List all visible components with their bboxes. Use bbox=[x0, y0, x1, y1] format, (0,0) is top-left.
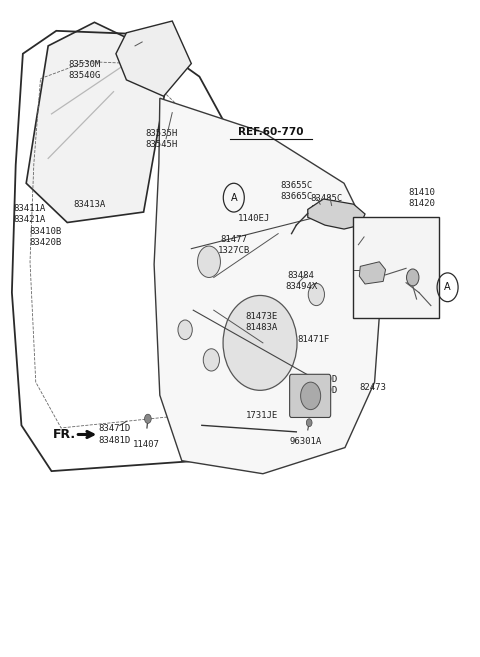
Circle shape bbox=[198, 246, 220, 277]
Circle shape bbox=[306, 419, 312, 426]
Polygon shape bbox=[154, 98, 383, 474]
Text: 81471F: 81471F bbox=[297, 335, 329, 344]
Circle shape bbox=[178, 320, 192, 340]
FancyBboxPatch shape bbox=[353, 217, 440, 318]
Text: REF.60-770: REF.60-770 bbox=[238, 127, 304, 137]
Text: 1731JE: 1731JE bbox=[246, 411, 278, 420]
Text: 83485C
83495C: 83485C 83495C bbox=[311, 194, 343, 214]
Circle shape bbox=[300, 382, 321, 409]
Circle shape bbox=[203, 349, 219, 371]
Text: A: A bbox=[444, 283, 451, 292]
Circle shape bbox=[144, 414, 151, 423]
Text: 81473E
81483A: 81473E 81483A bbox=[245, 312, 277, 332]
FancyBboxPatch shape bbox=[289, 374, 331, 417]
Text: 82473: 82473 bbox=[359, 383, 386, 392]
Polygon shape bbox=[360, 261, 385, 284]
Text: 83484
83494X: 83484 83494X bbox=[285, 271, 317, 291]
Text: 83655C
83665C: 83655C 83665C bbox=[280, 181, 312, 201]
Text: 83411A
83421A: 83411A 83421A bbox=[13, 204, 45, 224]
Text: 83535H
83545H: 83535H 83545H bbox=[145, 129, 178, 149]
Text: 83413A: 83413A bbox=[73, 200, 106, 209]
Polygon shape bbox=[116, 21, 192, 97]
Text: 81410
81420: 81410 81420 bbox=[409, 188, 436, 208]
Text: 83410B
83420B: 83410B 83420B bbox=[29, 227, 61, 247]
Text: 11407: 11407 bbox=[132, 440, 159, 449]
Circle shape bbox=[308, 283, 324, 306]
Text: 83530M
83540G: 83530M 83540G bbox=[69, 60, 101, 80]
Text: 81477
1327CB: 81477 1327CB bbox=[217, 235, 250, 255]
Circle shape bbox=[407, 269, 419, 286]
Text: 81491F: 81491F bbox=[373, 299, 405, 308]
Text: 81446: 81446 bbox=[406, 229, 432, 238]
Text: FR.: FR. bbox=[53, 428, 76, 441]
Text: 83486A
83496C: 83486A 83496C bbox=[355, 221, 387, 242]
Polygon shape bbox=[26, 22, 171, 223]
Ellipse shape bbox=[223, 296, 297, 390]
Polygon shape bbox=[308, 199, 365, 229]
Text: 96810D
96820D: 96810D 96820D bbox=[305, 375, 337, 396]
Text: 1140EJ: 1140EJ bbox=[238, 214, 270, 223]
Text: 96301A: 96301A bbox=[290, 436, 322, 445]
Text: A: A bbox=[230, 193, 237, 202]
Text: 83471D
83481D: 83471D 83481D bbox=[99, 424, 131, 445]
